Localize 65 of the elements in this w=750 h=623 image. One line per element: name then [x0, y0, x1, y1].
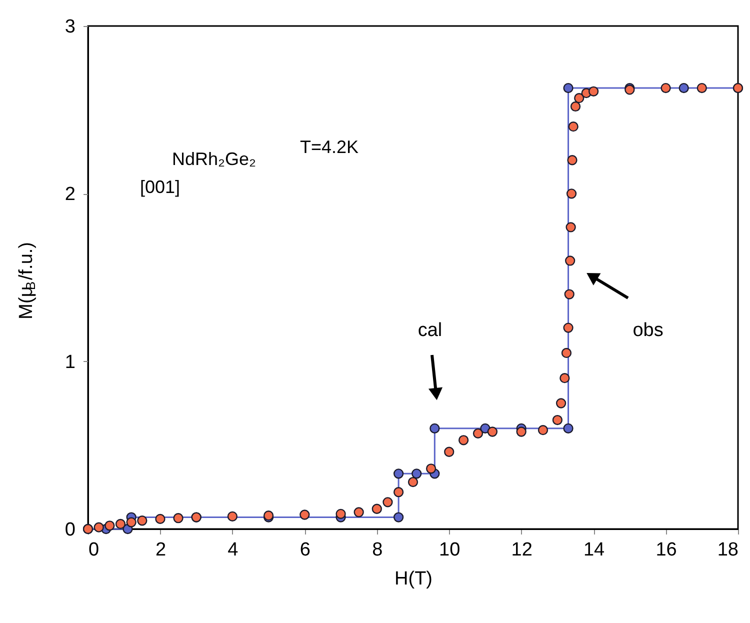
- point: [372, 504, 382, 514]
- point: [552, 414, 563, 426]
- point: [155, 514, 166, 524]
- point: [393, 512, 404, 522]
- x-tick-label: 12: [511, 540, 532, 560]
- x-tick-label: 18: [717, 540, 738, 560]
- point: [574, 93, 584, 104]
- x-tick-label: 8: [372, 540, 383, 560]
- y-tick-label: 2: [64, 184, 76, 206]
- annotation: cal: [418, 320, 442, 341]
- y-tick-label: 0: [64, 520, 76, 540]
- point: [430, 423, 440, 434]
- y-tick-label: 1: [64, 352, 76, 373]
- x-axis-title: H(T): [394, 568, 432, 590]
- x-tick-label: 10: [439, 540, 460, 560]
- annotation: T=4.2K: [300, 137, 359, 157]
- point: [104, 520, 115, 531]
- point: [556, 398, 566, 408]
- point: [94, 522, 104, 532]
- point: [412, 468, 422, 479]
- point: [566, 188, 577, 199]
- point: [336, 508, 346, 519]
- point: [570, 101, 581, 112]
- point: [487, 426, 498, 437]
- point: [300, 510, 310, 520]
- point: [382, 497, 393, 508]
- point: [516, 426, 526, 437]
- y-tick-label: 3: [64, 16, 76, 38]
- annotation: NdRh₂Ge₂: [172, 149, 256, 169]
- annotation: obs: [632, 320, 664, 341]
- point: [408, 476, 418, 488]
- x-tick-label: 2: [155, 540, 166, 560]
- point: [564, 289, 574, 300]
- point: [568, 122, 578, 132]
- point: [115, 518, 126, 530]
- point: [393, 487, 404, 498]
- x-tick-label: 14: [583, 540, 606, 560]
- point: [566, 222, 576, 232]
- point: [588, 86, 599, 96]
- point: [137, 516, 148, 526]
- point: [458, 435, 469, 446]
- point: [561, 348, 572, 358]
- point: [444, 446, 454, 457]
- point: [560, 373, 570, 384]
- x-tick-label: 16: [656, 540, 677, 560]
- point: [126, 517, 136, 528]
- point: [660, 82, 671, 94]
- point: [563, 82, 574, 94]
- point: [173, 513, 184, 524]
- point: [563, 322, 574, 333]
- point: [426, 464, 436, 474]
- point: [472, 428, 484, 438]
- annotation: [001]: [140, 177, 180, 197]
- point: [563, 423, 574, 434]
- point: [354, 507, 364, 518]
- x-tick-label: 0: [88, 540, 100, 560]
- point: [678, 82, 689, 94]
- point: [538, 425, 548, 436]
- point: [227, 511, 238, 522]
- x-tick-label: 6: [300, 540, 310, 560]
- point: [393, 468, 404, 479]
- point: [696, 82, 707, 94]
- point: [565, 256, 576, 266]
- point: [567, 155, 578, 166]
- x-tick-label: 4: [228, 540, 239, 560]
